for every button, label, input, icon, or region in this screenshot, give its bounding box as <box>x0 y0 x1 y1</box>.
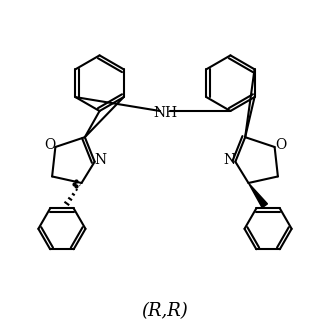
Text: O: O <box>44 138 55 152</box>
Text: N: N <box>223 153 236 167</box>
Text: (R,R): (R,R) <box>142 302 188 320</box>
Polygon shape <box>248 183 267 208</box>
Text: NH: NH <box>153 106 177 120</box>
Text: N: N <box>94 153 107 167</box>
Text: O: O <box>275 138 286 152</box>
